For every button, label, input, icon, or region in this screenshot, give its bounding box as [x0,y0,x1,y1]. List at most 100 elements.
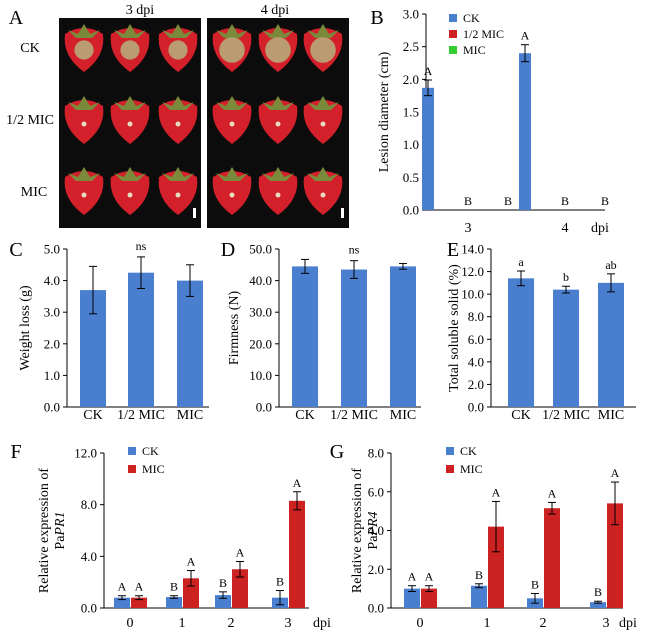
strawberry-calyx [114,167,146,181]
legend-label: CK [460,444,477,458]
legend-label: 1/2 MIC [463,27,504,41]
inoculation-point [320,192,326,198]
strawberry-fruit [303,96,343,144]
strawberry-fruit [110,167,150,215]
legend-swatch [449,14,457,22]
y-tick-label: 0.5 [403,170,419,185]
panel-letter-b: B [370,7,383,29]
legend-label: MIC [460,462,483,476]
gene-name: PR1 [53,511,68,536]
x-tick-label: 0 [127,616,134,630]
strawberry-fruit [303,167,343,215]
y-axis-label-gene: PaPR1 [53,511,68,549]
bar [553,289,579,407]
significance-letter: B [170,580,178,594]
panel-letter-f: F [10,441,21,463]
lesion [265,37,291,63]
significance-letter: B [219,576,227,590]
strawberry-calyx [68,167,100,181]
y-tick-label: 4.0 [81,549,97,564]
y-axis-label: Relative expression of [350,468,365,594]
bar [292,266,318,407]
y-tick-label: 3.0 [403,7,419,22]
significance-letter: B [601,194,609,208]
y-axis-label: Relative expression of [37,468,52,594]
bar [519,53,531,211]
panel-e: E 0.0 2.0 4.0 6.0 8.0 10.0 12.0 14.0 Total solubl… [447,239,636,423]
strawberry-fruit [158,24,198,72]
significance-letter: A [492,485,501,499]
x-tick-label: 0 [417,616,424,630]
significance-letter: B [561,194,569,208]
strawberry-fruit [158,96,198,144]
y-tick-label: 0.0 [81,601,97,616]
panel-letter-e: E [447,239,459,261]
bar [422,87,434,210]
bar [232,569,248,608]
lesion [310,37,336,63]
row-label: CK [20,41,39,56]
x-tick-label: 1/2 MIC [542,408,590,423]
y-tick-label: 6.0 [368,484,384,499]
lesion [168,40,188,60]
panel-c: C 0.0 1.0 2.0 3.0 4.0 5.0 Weight loss (g) CK 1/2 … [9,239,209,423]
significance-letter: A [424,64,433,78]
bar [598,282,624,407]
scale-bar [193,208,196,218]
legend-swatch [128,447,136,455]
bar [404,588,420,608]
y-tick-label: 0.0 [256,400,272,415]
bar [128,272,154,407]
y-tick-label: 4.0 [368,523,384,538]
y-tick-label: 8.0 [468,309,484,324]
panel-d: D 0.0 10.0 20.0 30.0 40.0 50.0 Firmness (N) CK 1/… [221,239,421,423]
row-label: 1/2 MIC [6,113,54,128]
y-tick-label: 3.0 [44,305,60,320]
strawberry-fruit [64,24,104,72]
inoculation-point [275,192,281,198]
significance-letter: B [464,194,472,208]
x-unit-label: dpi [313,616,331,630]
bar [544,508,560,608]
y-tick-label: 30.0 [249,305,272,320]
lesion [120,40,140,60]
strawberry-fruit [212,24,252,72]
gene-prefix: Pa [53,535,68,550]
bar [131,597,147,608]
significance-letter: B [276,575,284,589]
strawberry-calyx [162,167,194,181]
significance-letter: A [236,546,245,560]
strawberry-fruit [110,96,150,144]
legend-label: MIC [142,462,165,476]
legend-swatch [449,46,457,54]
y-tick-label: 4.0 [44,273,60,288]
y-tick-label: 40.0 [249,273,272,288]
bar [508,278,534,407]
legend-label: CK [142,444,159,458]
significance-letter: B [594,585,602,599]
strawberry-calyx [262,24,294,38]
lesion [219,37,245,63]
x-unit-label: dpi [591,221,609,236]
strawberry-calyx [307,24,339,38]
y-tick-label: 10.0 [461,287,484,302]
row-label: MIC [21,185,47,200]
panel-letter-d: D [221,239,235,261]
strawberry-calyx [68,96,100,110]
panel-letter-g: G [330,441,344,463]
strawberry-fruit [258,24,298,72]
strawberry-fruit [258,96,298,144]
strawberry-calyx [262,96,294,110]
x-tick-label: CK [511,408,530,423]
gene-name: PR4 [366,511,381,536]
inoculation-point [175,192,181,198]
inoculation-point [81,121,87,127]
x-tick-label: 2 [540,616,547,630]
bar [341,269,367,407]
y-tick-label: 12.0 [74,446,97,461]
significance-letter: A [611,466,620,480]
bar [471,585,487,608]
strawberry-fruit [258,167,298,215]
significance-annotation: ns [136,239,147,253]
gene-prefix: Pa [366,535,381,550]
